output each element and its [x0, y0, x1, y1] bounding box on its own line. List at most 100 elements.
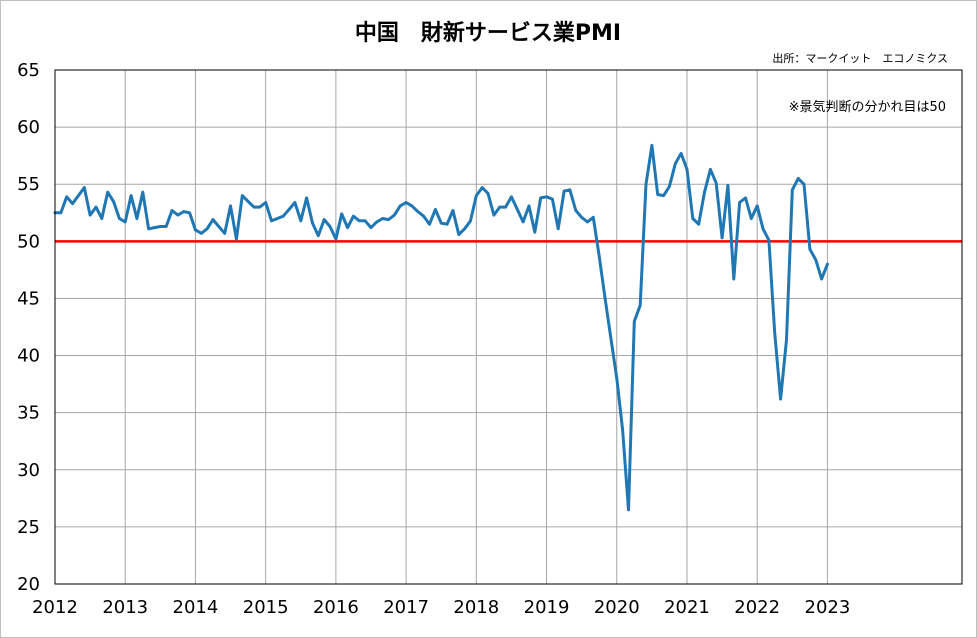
data-point — [252, 205, 256, 209]
data-point — [475, 194, 478, 197]
data-point — [533, 230, 537, 234]
data-point — [445, 222, 449, 226]
y-tick-label: 30 — [17, 460, 40, 481]
data-point — [551, 197, 554, 201]
data-point — [112, 200, 115, 203]
data-point — [217, 225, 221, 228]
data-point — [627, 508, 630, 512]
data-point — [808, 248, 812, 251]
y-tick-label: 35 — [17, 403, 40, 424]
data-point — [229, 204, 232, 208]
data-point — [94, 205, 98, 209]
data-point — [592, 216, 595, 219]
data-point — [404, 201, 408, 204]
data-point — [674, 162, 677, 165]
data-point — [451, 209, 455, 212]
data-point — [644, 182, 648, 186]
x-tick-label: 2014 — [173, 597, 219, 618]
data-point — [83, 186, 86, 189]
chart-source: 出所：マークイット エコノミクス — [772, 51, 948, 65]
data-point — [750, 217, 753, 220]
data-point — [820, 277, 823, 281]
x-tick-label: 2012 — [32, 597, 78, 618]
data-point — [363, 219, 367, 223]
data-point — [562, 189, 566, 193]
data-point — [276, 217, 279, 220]
data-point — [527, 204, 531, 208]
data-point — [697, 222, 700, 226]
data-point — [791, 188, 794, 192]
threshold-note: ※景気判断の分かれ目は50 — [789, 99, 946, 115]
data-point — [182, 210, 185, 213]
data-point — [235, 237, 238, 241]
data-point — [311, 221, 314, 225]
data-point — [603, 297, 607, 300]
data-point — [270, 219, 273, 223]
series-line — [53, 143, 829, 512]
data-point — [679, 152, 683, 155]
data-point — [153, 226, 156, 229]
data-point — [299, 219, 303, 223]
x-tick-label: 2021 — [664, 597, 710, 618]
data-point — [492, 213, 496, 217]
data-point — [574, 209, 578, 212]
data-point — [586, 220, 589, 224]
data-point — [638, 304, 642, 307]
data-point — [755, 204, 759, 208]
data-point — [720, 236, 724, 240]
data-point — [88, 213, 92, 217]
x-tick-label: 2022 — [734, 597, 780, 618]
data-point — [358, 219, 361, 223]
data-point — [176, 213, 180, 217]
x-tick-label: 2013 — [102, 597, 148, 618]
series-group — [53, 143, 829, 512]
data-point — [317, 234, 320, 237]
data-point — [129, 194, 133, 197]
data-point — [633, 320, 636, 323]
data-point — [340, 212, 344, 216]
data-point — [334, 237, 338, 241]
data-point — [668, 185, 671, 188]
x-tick-label: 2016 — [313, 597, 359, 618]
grid — [55, 70, 962, 584]
data-point — [223, 232, 226, 235]
data-point — [118, 217, 121, 220]
y-tick-label: 20 — [17, 574, 40, 595]
y-tick-label: 55 — [17, 174, 40, 195]
x-tick-label: 2017 — [383, 597, 429, 618]
y-tick-label: 60 — [17, 117, 40, 138]
data-point — [814, 258, 817, 261]
data-point — [305, 196, 308, 200]
data-point — [744, 196, 747, 200]
data-point — [469, 219, 472, 223]
data-point — [691, 217, 695, 220]
axis-group: 20 25 30 35 40 45 50 55 60 65 2012 2013 2014 2015 2016… — [17, 60, 963, 618]
data-point — [422, 214, 426, 218]
data-point — [539, 196, 542, 200]
data-point — [393, 213, 396, 217]
data-point — [802, 182, 806, 186]
data-point — [767, 238, 771, 242]
data-point — [71, 202, 74, 205]
y-tick-label: 25 — [17, 517, 40, 538]
data-point — [328, 225, 332, 228]
x-tick-label: 2020 — [594, 597, 640, 618]
data-point — [369, 226, 373, 229]
data-point — [457, 233, 461, 236]
data-point — [656, 193, 659, 196]
data-point — [773, 331, 776, 335]
data-point — [100, 217, 104, 220]
data-point — [194, 228, 197, 232]
data-point — [826, 262, 829, 266]
data-point — [346, 226, 349, 229]
data-point — [410, 204, 414, 208]
y-tick-label: 65 — [17, 60, 40, 81]
x-tick-label: 2023 — [805, 597, 851, 618]
data-point — [521, 220, 525, 224]
data-point — [510, 195, 513, 199]
data-point — [726, 184, 730, 187]
data-point — [439, 221, 443, 225]
data-point — [287, 208, 291, 211]
data-point — [615, 377, 619, 380]
